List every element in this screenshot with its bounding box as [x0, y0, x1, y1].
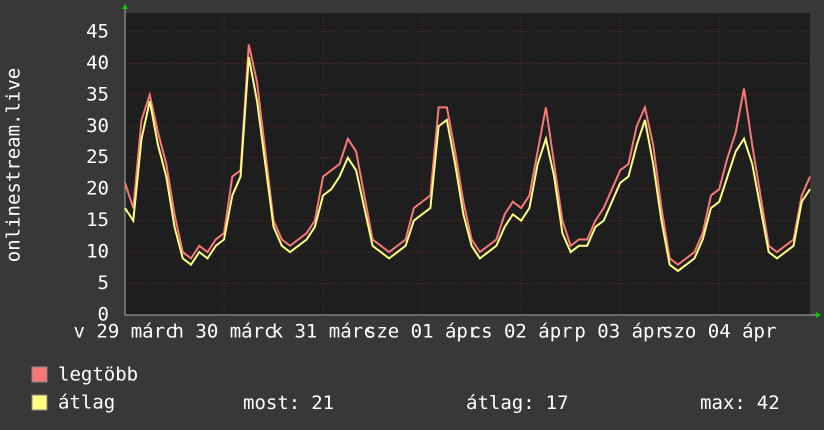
x-tick-label: p 03 ápr: [574, 321, 666, 343]
legend-label: legtöbb: [58, 364, 138, 386]
stat-value: 42: [757, 392, 780, 414]
series-line: [124, 44, 811, 266]
x-tick-label: k 31 márc: [272, 321, 375, 343]
y-tick-label: 10: [86, 241, 109, 263]
x-tick-label: v 29 márc: [74, 321, 177, 343]
stat-value: 21: [311, 392, 334, 414]
legend-swatch: [31, 366, 48, 383]
y-tick-label: 0: [98, 304, 109, 326]
stat: max: 42: [700, 392, 780, 414]
y-tick-label: 15: [86, 209, 109, 231]
plot-area: [125, 13, 810, 315]
x-tick-label: sze 01 ápr: [365, 321, 479, 343]
stat: átlag: 17: [466, 392, 569, 414]
y-tick-label: 25: [86, 146, 109, 168]
y-tick-label: 20: [86, 178, 109, 200]
legend-swatch: [31, 394, 48, 411]
x-tick-label: cs 02 ápr: [470, 321, 573, 343]
axis-arrow: [122, 4, 128, 9]
y-tick-label: 5: [98, 272, 109, 294]
stat-value: 17: [546, 392, 569, 414]
series-line: [124, 56, 811, 273]
stat-label: max:: [700, 392, 746, 414]
y-axis-label: onlinestream.live: [3, 68, 25, 262]
y-tick-label: 35: [86, 83, 109, 105]
stat-label: átlag:: [466, 392, 535, 414]
axis-arrow: [816, 312, 821, 318]
legend-label: átlag: [58, 392, 115, 414]
y-tick-label: 45: [86, 20, 109, 42]
y-tick-label: 40: [86, 52, 109, 74]
y-tick-label: 30: [86, 115, 109, 137]
stat-label: most:: [243, 392, 300, 414]
x-tick-label: h 30 márc: [173, 321, 276, 343]
x-tick-label: szo 04 ápr: [662, 321, 776, 343]
stat: most: 21: [243, 392, 334, 414]
